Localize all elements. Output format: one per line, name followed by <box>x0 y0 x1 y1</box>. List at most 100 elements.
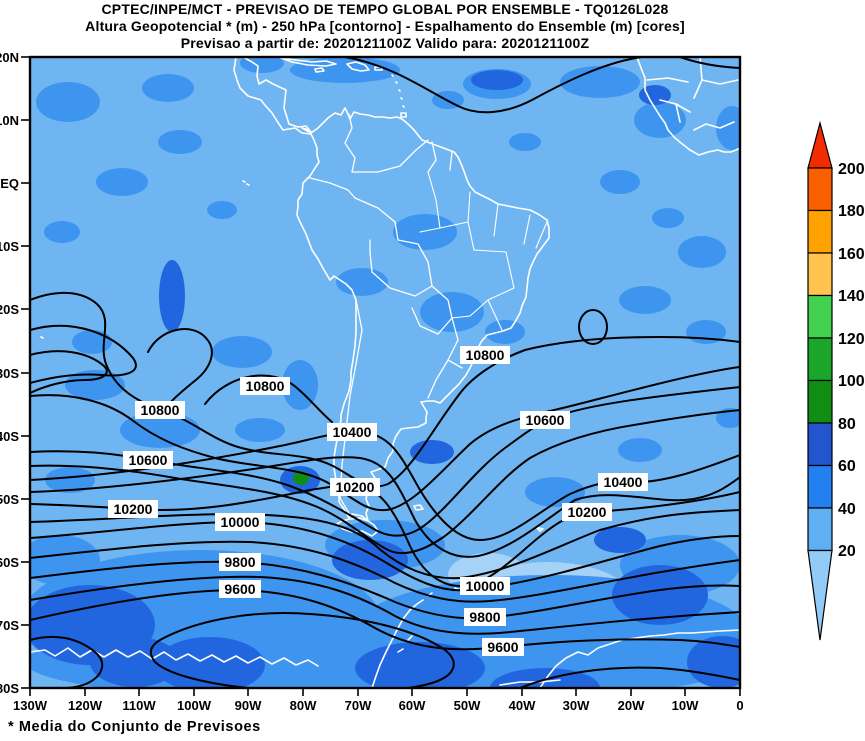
lesser-antilles-islands <box>391 74 394 77</box>
ensemble-mean-footnote: * Media do Conjunto de Previsoes <box>8 719 261 735</box>
svg-text:10200: 10200 <box>114 501 153 517</box>
svg-text:10000: 10000 <box>466 578 505 594</box>
colorbar-label: 40 <box>838 501 856 518</box>
hispaniola-coastline <box>346 61 370 72</box>
lon-label: 80W <box>290 698 317 713</box>
antarctic-peninsula-coastline <box>371 599 424 688</box>
lon-label: 70W <box>345 698 372 713</box>
lat-label: 10S <box>0 239 19 254</box>
svg-text:10000: 10000 <box>221 514 260 530</box>
svg-text:10200: 10200 <box>336 479 375 495</box>
contour-label: 10800 <box>135 401 185 419</box>
contour-label: 10800 <box>240 377 290 395</box>
colorbar-label: 180 <box>838 203 865 220</box>
lon-label: 0 <box>736 698 743 713</box>
lon-label: 10W <box>672 698 699 713</box>
lon-label: 130W <box>13 698 48 713</box>
svg-text:9600: 9600 <box>224 581 255 597</box>
lon-label: 30W <box>563 698 590 713</box>
galapagos-islands <box>242 180 246 183</box>
contour-label: 10000 <box>215 513 265 531</box>
lat-label: 70S <box>0 618 19 633</box>
lon-label: 20W <box>618 698 645 713</box>
lon-label: 40W <box>509 698 536 713</box>
trinidad-coastline <box>400 112 407 118</box>
africa-coastline <box>636 57 740 156</box>
svg-text:10400: 10400 <box>604 474 643 490</box>
lat-label: 40S <box>0 429 19 444</box>
colorbar-seg-100-120 <box>807 337 833 382</box>
colorbar-seg-20-40 <box>807 507 833 552</box>
colorbar-label: 160 <box>838 246 865 263</box>
svg-text:9600: 9600 <box>487 639 518 655</box>
lesser-antilles-islands <box>400 97 403 100</box>
lon-label: 60W <box>399 698 426 713</box>
contour-label: 10400 <box>327 423 377 441</box>
colorbar-label: 200 <box>838 161 865 178</box>
svg-text:10600: 10600 <box>129 452 168 468</box>
colorbar-seg-140-160 <box>807 252 833 297</box>
contour-label: 10600 <box>123 451 173 469</box>
contour-label: 10200 <box>330 478 380 496</box>
lat-label: 30S <box>0 366 19 381</box>
spread-colorbar: 200 180 160 140 120 100 80 60 40 20 <box>807 120 865 641</box>
lesser-antilles-islands <box>398 89 401 92</box>
antarctica-coastline-south <box>499 679 561 686</box>
svg-text:10400: 10400 <box>333 424 372 440</box>
brazil-state-borders <box>419 171 548 331</box>
colorbar-seg-120-140 <box>807 294 833 339</box>
antarctic-islands <box>397 648 404 653</box>
lat-label: 80S <box>0 681 19 696</box>
colorbar-seg-60-80 <box>807 422 833 467</box>
africa-border <box>701 79 739 85</box>
lon-label: 50W <box>454 698 481 713</box>
latitude-ticks <box>21 56 30 689</box>
colorbar-seg-80-100 <box>807 379 833 424</box>
svg-text:10800: 10800 <box>246 378 285 394</box>
contour-label: 9600 <box>219 580 261 598</box>
svg-text:10800: 10800 <box>141 402 180 418</box>
figure-titles: CPTEC/INPE/MCT - PREVISAO DE TEMPO GLOBA… <box>85 1 684 51</box>
antarctica-coastline-west <box>30 647 319 667</box>
contour-label: 10200 <box>108 500 158 518</box>
contour-label: 9800 <box>219 553 261 571</box>
title-line1: CPTEC/INPE/MCT - PREVISAO DE TEMPO GLOBA… <box>101 1 668 17</box>
svg-text:9800: 9800 <box>469 609 500 625</box>
lat-label: 20N <box>0 50 19 65</box>
contour-label: 10600 <box>520 411 570 429</box>
contour-label: 10800 <box>460 346 510 364</box>
galapagos-islands <box>246 183 250 186</box>
antarctic-islands <box>407 635 413 641</box>
central-america-coastline <box>233 57 312 135</box>
africa-border <box>675 103 681 123</box>
lat-label: EQ <box>0 176 19 191</box>
colorbar-label: 80 <box>838 416 856 433</box>
svg-text:10200: 10200 <box>568 504 607 520</box>
africa-border <box>693 121 735 131</box>
lon-label: 110W <box>122 698 156 713</box>
lon-label: 100W <box>177 698 212 713</box>
longitude-axis: 130W 120W 110W 100W 90W 80W 70W 60W 50W … <box>13 688 744 713</box>
lat-label: 10N <box>0 113 19 128</box>
svg-text:10600: 10600 <box>526 412 565 428</box>
cuba-coastline <box>280 57 337 67</box>
colorbar-label: 120 <box>838 331 865 348</box>
colorbar-arrow-over-200 <box>807 120 833 169</box>
longitude-ticks <box>29 688 741 696</box>
colorbar-label: 140 <box>838 288 865 305</box>
title-line3: Previsao a partir de: 2020121100Z Valido… <box>181 35 590 51</box>
svg-text:10800: 10800 <box>466 347 505 363</box>
lesser-antilles-islands <box>402 105 405 108</box>
lon-label: 90W <box>235 698 262 713</box>
contour-label: 9800 <box>464 608 506 626</box>
colorbar-segments <box>807 120 833 641</box>
colorbar-label: 20 <box>838 543 856 560</box>
colorbar-label: 100 <box>838 373 865 390</box>
lon-label: 120W <box>68 698 103 713</box>
south-georgia-island <box>535 526 544 532</box>
falkland-islands <box>413 504 424 511</box>
lesser-antilles-islands <box>395 81 398 84</box>
lat-label: 60S <box>0 555 19 570</box>
